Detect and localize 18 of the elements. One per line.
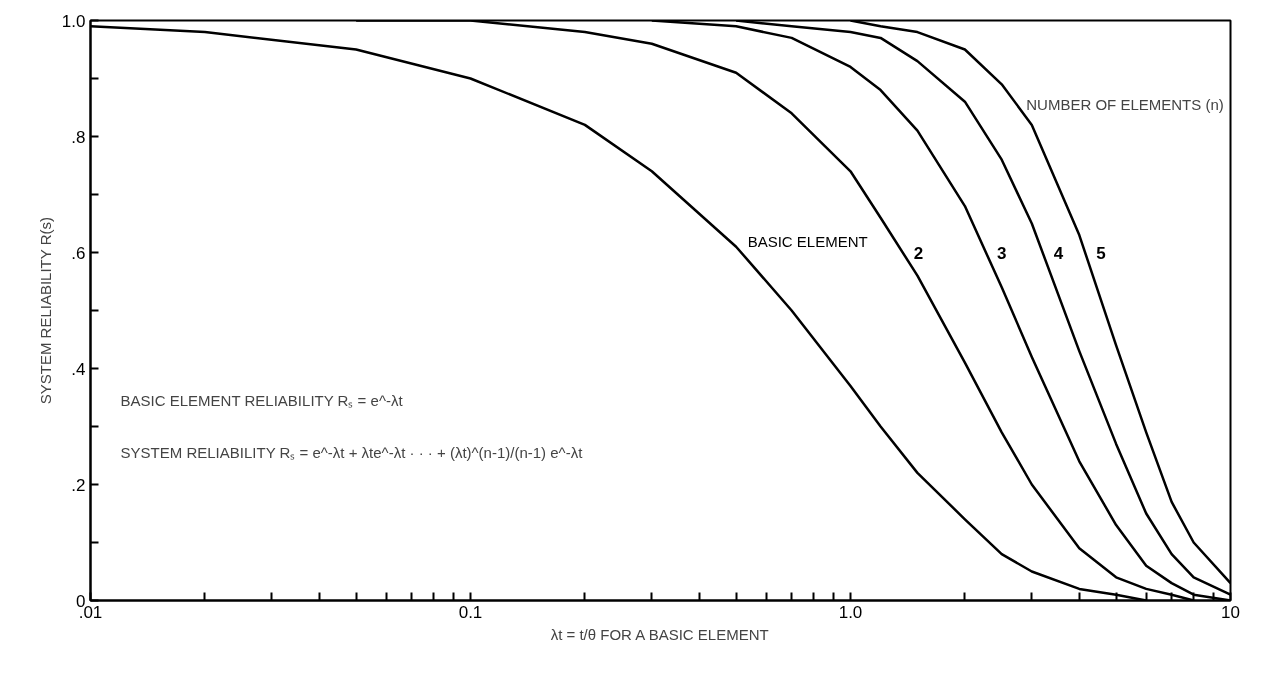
y-tick-label: .4 bbox=[71, 359, 86, 379]
series-label: 5 bbox=[1096, 243, 1106, 263]
annotation: NUMBER OF ELEMENTS (n) bbox=[1026, 96, 1224, 114]
x-tick-label: 0.1 bbox=[458, 602, 483, 622]
y-tick-label: .6 bbox=[71, 243, 86, 263]
x-tick-label: 1.0 bbox=[838, 602, 863, 622]
annotation: BASIC ELEMENT RELIABILITY Rₛ = e^-λt bbox=[120, 392, 404, 410]
x-tick-label: 10 bbox=[1221, 602, 1240, 622]
x-axis-title: λt = t/θ FOR A BASIC ELEMENT bbox=[550, 625, 769, 643]
series-label: 2 bbox=[913, 243, 924, 263]
annotation: SYSTEM RELIABILITY Rₛ = e^-λt + λte^-λt · · · + (λt)^(n-1)/(n-1) e^-λt bbox=[120, 444, 584, 462]
series-label: 3 bbox=[997, 243, 1007, 263]
y-tick-label: 1.0 bbox=[61, 11, 86, 31]
y-tick-label: .8 bbox=[71, 127, 86, 147]
series-label: 4 bbox=[1053, 243, 1064, 263]
y-axis-title: SYSTEM RELIABILITY R(s) bbox=[36, 217, 54, 405]
series-label: BASIC ELEMENT bbox=[747, 232, 868, 250]
y-tick-label: .2 bbox=[71, 475, 86, 495]
